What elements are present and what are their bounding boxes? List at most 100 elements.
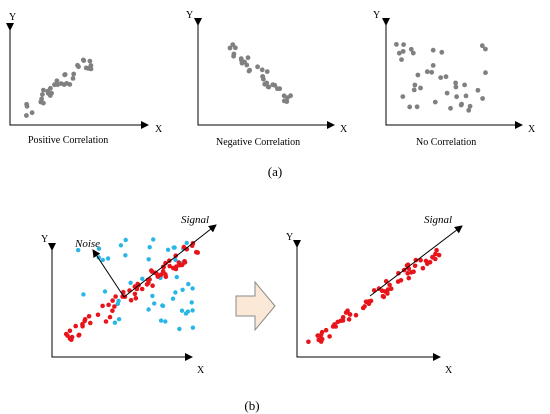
signal-point (163, 274, 169, 280)
signal-point (113, 294, 118, 299)
signal-point (176, 260, 182, 265)
signal-label: Signal (181, 214, 209, 226)
noise-point (190, 325, 196, 330)
noise-point (128, 280, 133, 285)
noise-point (102, 289, 108, 294)
y-axis-label: Y (41, 234, 48, 245)
signal-point (430, 254, 435, 260)
scatter-point (75, 62, 80, 68)
scatter-point (41, 100, 46, 106)
x-axis-label: X (197, 365, 205, 376)
signal-point (167, 263, 172, 269)
noise-point (163, 319, 168, 324)
panel-label-a: (a) (268, 164, 282, 179)
right-arrow-icon (235, 280, 276, 332)
signal-point (67, 328, 73, 334)
noise-point (179, 308, 185, 313)
plot-no-correlation: Y X No Correlation (373, 10, 536, 148)
scatter-point (467, 103, 473, 109)
noise-point (146, 257, 151, 262)
noise-point (140, 276, 145, 281)
noise-point (105, 256, 111, 261)
scatter-point (454, 94, 459, 100)
signal-point (195, 250, 200, 255)
x-axis-label: X (155, 124, 163, 135)
scatter-point (24, 103, 30, 109)
noise-point (81, 292, 86, 297)
scatter-point (443, 74, 449, 80)
signal-point (346, 317, 352, 322)
noise-point (112, 320, 118, 325)
scatter-point (475, 87, 481, 93)
x-axis-label: X (445, 365, 453, 376)
signal-point (405, 271, 411, 276)
signal-point (133, 296, 139, 301)
scatter-point (424, 69, 430, 75)
signal-point (107, 314, 113, 320)
plot-positive-correlation: Y X Positive Correlation (6, 12, 163, 146)
signal-point (144, 282, 150, 287)
scatter-point (70, 76, 76, 81)
scatter-point (41, 87, 46, 93)
signal-direction-arrow (369, 225, 463, 297)
scatter-points-negative (227, 42, 293, 104)
noise-points (76, 237, 196, 332)
signal-point (363, 299, 369, 305)
scatter-point (62, 72, 67, 78)
scatter-point (394, 42, 399, 47)
noise-point (173, 257, 178, 263)
signal-point (106, 302, 111, 308)
signal-point (160, 269, 166, 274)
signal-point (100, 303, 105, 309)
noise-label: Noise (74, 238, 100, 250)
scatter-point (242, 59, 247, 65)
scatter-point (266, 84, 272, 90)
signal-point (333, 324, 339, 329)
signal-point (433, 251, 438, 257)
signal-point (103, 319, 109, 324)
plot-signal-noise: Y X Signal Noise (41, 214, 217, 376)
scatter-point (400, 94, 406, 99)
y-axis-label: Y (9, 12, 16, 23)
signal-point (112, 304, 117, 309)
axes-positive (6, 23, 149, 129)
scatter-point (81, 58, 87, 63)
caption-positive: Positive Correlation (28, 135, 108, 146)
scatter-point (429, 69, 435, 75)
noise-point (172, 245, 177, 250)
scatter-point (401, 42, 406, 47)
scatter-point (227, 45, 233, 51)
scatter-point (264, 69, 270, 74)
signal-point (338, 318, 344, 324)
scatter-point (230, 42, 236, 47)
x-axis-label: X (528, 124, 536, 135)
axes-none (382, 18, 523, 129)
scatter-point (483, 70, 488, 76)
signal-point (73, 323, 78, 329)
signal-point (347, 312, 353, 317)
scatter-point (277, 86, 283, 92)
signal-point (76, 333, 81, 338)
scatter-point (410, 50, 416, 56)
scatter-point (64, 81, 70, 86)
scatter-point (448, 105, 453, 111)
scatter-point (260, 74, 266, 80)
noise-point (183, 311, 189, 316)
signal-point (413, 257, 419, 263)
signal-point (434, 247, 439, 253)
noise-point (147, 245, 152, 250)
signal-point (110, 308, 115, 314)
scatter-point (233, 45, 238, 51)
signal-direction-arrow (123, 224, 217, 298)
signal-point (418, 257, 423, 263)
signal-point (420, 265, 426, 271)
scatter-point (259, 67, 265, 73)
signal-point (139, 286, 145, 292)
scatter-point (45, 88, 51, 94)
signal-point (385, 291, 390, 296)
signal-point (155, 274, 161, 279)
y-axis-label: Y (286, 232, 293, 243)
scatter-point (246, 68, 252, 74)
scatter-point (408, 46, 414, 52)
signal-point (340, 315, 346, 320)
